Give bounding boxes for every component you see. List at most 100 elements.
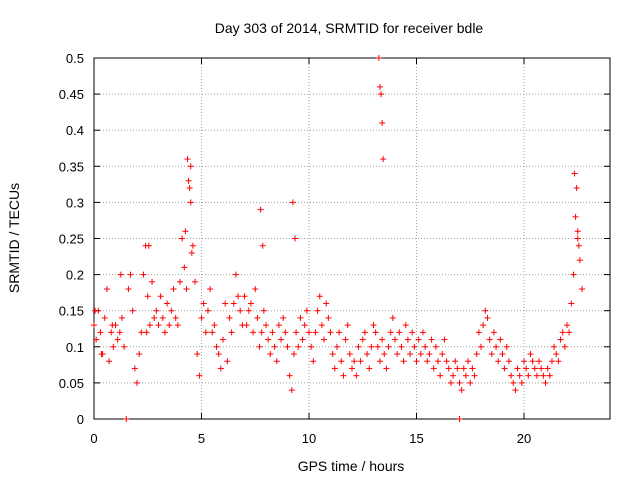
- data-point: [480, 322, 487, 329]
- data-point: [192, 278, 199, 285]
- data-point: [484, 314, 491, 321]
- data-point: [411, 343, 418, 350]
- data-point: [299, 336, 306, 343]
- data-point: [527, 351, 534, 358]
- data-point: [235, 293, 242, 300]
- data-point: [383, 365, 390, 372]
- data-point: [536, 358, 543, 365]
- data-point: [183, 286, 190, 293]
- data-point: [97, 329, 104, 336]
- data-point: [376, 83, 383, 90]
- data-point: [497, 336, 504, 343]
- data-point: [394, 351, 401, 358]
- data-point: [486, 336, 493, 343]
- data-point: [542, 379, 549, 386]
- data-point: [182, 228, 189, 235]
- data-point: [548, 358, 555, 365]
- data-point: [409, 329, 416, 336]
- data-point: [404, 336, 411, 343]
- data-point: [392, 336, 398, 343]
- data-point: [289, 199, 296, 206]
- data-point: [407, 351, 414, 358]
- data-point: [465, 358, 472, 365]
- data-point: [161, 329, 168, 336]
- data-point: [237, 307, 244, 314]
- data-point: [413, 358, 420, 365]
- data-point: [544, 365, 551, 372]
- data-point: [129, 307, 136, 314]
- data-point: [478, 343, 484, 350]
- data-point: [557, 336, 564, 343]
- data-point: [422, 343, 429, 350]
- y-tick-label: 0: [77, 412, 84, 427]
- data-point: [521, 358, 527, 365]
- data-point: [435, 358, 441, 365]
- data-point: [138, 329, 145, 336]
- data-point: [488, 351, 495, 358]
- data-point: [145, 242, 152, 249]
- data-point: [267, 351, 274, 358]
- data-point: [471, 372, 478, 379]
- data-point: [353, 372, 360, 379]
- data-point: [570, 271, 577, 278]
- data-point: [310, 358, 317, 365]
- data-point: [553, 351, 560, 358]
- data-point: [473, 351, 480, 358]
- data-point: [574, 235, 581, 242]
- data-point: [215, 351, 222, 358]
- data-point: [426, 351, 433, 358]
- data-point: [566, 329, 573, 336]
- data-point: [123, 416, 130, 422]
- data-point: [460, 365, 467, 372]
- data-point: [467, 379, 474, 386]
- data-point: [91, 322, 97, 329]
- data-point: [376, 358, 383, 365]
- data-point: [368, 343, 375, 350]
- data-point: [273, 358, 280, 365]
- data-point: [121, 343, 128, 350]
- data-point: [228, 329, 235, 336]
- data-point: [181, 264, 188, 271]
- data-point: [292, 235, 299, 242]
- data-point: [482, 307, 489, 314]
- data-point: [366, 365, 373, 372]
- data-point: [518, 379, 525, 386]
- data-point: [561, 343, 568, 350]
- data-point: [252, 286, 259, 293]
- data-point: [327, 329, 334, 336]
- data-point: [155, 322, 162, 329]
- y-tick-label: 0.1: [66, 340, 84, 355]
- data-point: [529, 358, 536, 365]
- data-point: [103, 286, 110, 293]
- axis-ticks: 0 0.05 0.1 0.15 0.2 0.25 0.3 0.35 0.4 0.45 0.5 0 5 10…: [59, 51, 610, 446]
- data-point: [325, 314, 332, 321]
- data-point: [495, 358, 502, 365]
- data-point: [357, 358, 364, 365]
- y-tick-label: 0.35: [59, 159, 84, 174]
- data-point: [490, 329, 497, 336]
- data-point: [295, 343, 302, 350]
- data-point: [278, 336, 285, 343]
- data-point: [531, 365, 538, 372]
- x-tick-label: 5: [198, 431, 205, 446]
- data-point: [510, 379, 517, 386]
- data-point: [106, 358, 113, 365]
- data-point: [564, 322, 570, 329]
- data-point: [575, 242, 582, 249]
- grid: [94, 58, 610, 419]
- y-tick-label: 0.4: [66, 123, 84, 138]
- data-point: [184, 156, 191, 163]
- data-point: [323, 300, 330, 307]
- data-point: [259, 242, 266, 249]
- data-point: [374, 343, 381, 350]
- data-point: [157, 293, 164, 300]
- data-point: [314, 307, 321, 314]
- data-point: [445, 365, 452, 372]
- data-point: [213, 343, 220, 350]
- data-point: [351, 358, 358, 365]
- data-point: [512, 387, 519, 394]
- data-point: [153, 307, 160, 314]
- data-point: [389, 314, 396, 321]
- data-point: [140, 271, 147, 278]
